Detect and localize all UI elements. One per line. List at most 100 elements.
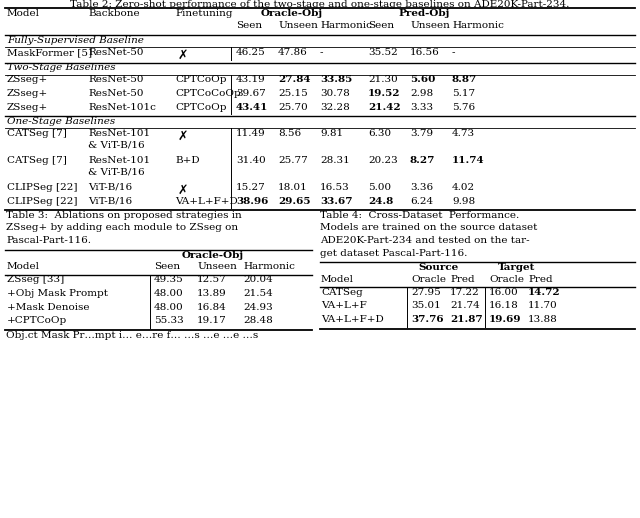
Text: 18.01: 18.01 xyxy=(278,183,308,192)
Text: 25.70: 25.70 xyxy=(278,103,308,111)
Text: 43.19: 43.19 xyxy=(236,76,266,84)
Text: Oracle: Oracle xyxy=(411,275,446,283)
Text: 13.89: 13.89 xyxy=(197,289,227,298)
Text: ResNet-101c: ResNet-101c xyxy=(88,103,156,111)
Text: ResNet-50: ResNet-50 xyxy=(88,76,143,84)
Text: 4.02: 4.02 xyxy=(452,183,475,192)
Text: VA+L+F+D: VA+L+F+D xyxy=(175,196,237,206)
Text: +Mask Denoise: +Mask Denoise xyxy=(7,303,90,311)
Text: 31.40: 31.40 xyxy=(236,156,266,165)
Text: 30.78: 30.78 xyxy=(320,89,349,98)
Text: 25.15: 25.15 xyxy=(278,89,308,98)
Text: 21.42: 21.42 xyxy=(368,103,401,111)
Text: 25.77: 25.77 xyxy=(278,156,308,165)
Text: Models are trained on the source dataset: Models are trained on the source dataset xyxy=(320,223,538,233)
Text: 16.00: 16.00 xyxy=(489,288,519,297)
Text: 5.17: 5.17 xyxy=(452,89,475,98)
Text: 20.04: 20.04 xyxy=(243,276,273,284)
Text: 48.00: 48.00 xyxy=(154,289,184,298)
Text: 11.70: 11.70 xyxy=(528,301,557,310)
Text: Table 4:  Cross-Dataset  Performance.: Table 4: Cross-Dataset Performance. xyxy=(320,211,519,220)
Text: 5.00: 5.00 xyxy=(368,183,391,192)
Text: 28.48: 28.48 xyxy=(243,316,273,325)
Text: 24.8: 24.8 xyxy=(368,196,393,206)
Text: 13.88: 13.88 xyxy=(528,315,557,324)
Text: 16.56: 16.56 xyxy=(410,48,440,57)
Text: 9.98: 9.98 xyxy=(452,196,475,206)
Text: Obj.ct Mask Pr…mpt i… e…re f… …s …e …e …s: Obj.ct Mask Pr…mpt i… e…re f… …s …e …e …… xyxy=(6,330,259,339)
Text: 19.17: 19.17 xyxy=(197,316,227,325)
Text: 21.87: 21.87 xyxy=(450,315,483,324)
Text: ZSseg+: ZSseg+ xyxy=(7,103,48,111)
Text: CATSeg [7]: CATSeg [7] xyxy=(7,156,67,165)
Text: 47.86: 47.86 xyxy=(278,48,308,57)
Text: 8.87: 8.87 xyxy=(452,76,477,84)
Text: ZSseg+: ZSseg+ xyxy=(7,76,48,84)
Text: 14.72: 14.72 xyxy=(528,288,561,297)
Text: 27.84: 27.84 xyxy=(278,76,310,84)
Text: 48.00: 48.00 xyxy=(154,303,184,311)
Text: ResNet-50: ResNet-50 xyxy=(88,89,143,98)
Text: 5.60: 5.60 xyxy=(410,76,435,84)
Text: 17.22: 17.22 xyxy=(450,288,480,297)
Text: 3.33: 3.33 xyxy=(410,103,433,111)
Text: 3.36: 3.36 xyxy=(410,183,433,192)
Text: 19.69: 19.69 xyxy=(489,315,522,324)
Text: ADE20K-Part-234 and tested on the tar-: ADE20K-Part-234 and tested on the tar- xyxy=(320,236,530,245)
Text: 35.52: 35.52 xyxy=(368,48,397,57)
Text: B+D: B+D xyxy=(175,156,200,165)
Text: Source: Source xyxy=(419,263,459,272)
Text: CPTCoCoOp: CPTCoCoOp xyxy=(175,89,241,98)
Text: 4.73: 4.73 xyxy=(452,129,475,138)
Text: Oracle-Obj: Oracle-Obj xyxy=(181,251,244,260)
Text: ViT-B/16: ViT-B/16 xyxy=(88,183,132,192)
Text: Pascal-Part-116.: Pascal-Part-116. xyxy=(6,236,91,245)
Text: Harmonic: Harmonic xyxy=(243,262,295,271)
Text: & ViT-B/16: & ViT-B/16 xyxy=(88,140,145,150)
Text: Table 2: Zero-shot performance of the two-stage and one-stage baselines on ADE20: Table 2: Zero-shot performance of the tw… xyxy=(70,0,570,9)
Text: & ViT-B/16: & ViT-B/16 xyxy=(88,167,145,177)
Text: 6.24: 6.24 xyxy=(410,196,433,206)
Text: 29.65: 29.65 xyxy=(278,196,310,206)
Text: 33.67: 33.67 xyxy=(320,196,353,206)
Text: Model: Model xyxy=(7,9,40,18)
Text: 6.30: 6.30 xyxy=(368,129,391,138)
Text: ResNet-101: ResNet-101 xyxy=(88,156,150,165)
Text: VA+L+F: VA+L+F xyxy=(321,301,367,310)
Text: 32.28: 32.28 xyxy=(320,103,349,111)
Text: 24.93: 24.93 xyxy=(243,303,273,311)
Text: 37.76: 37.76 xyxy=(411,315,444,324)
Text: 11.49: 11.49 xyxy=(236,129,266,138)
Text: 5.76: 5.76 xyxy=(452,103,475,111)
Text: ZSseg+ by adding each module to ZSseg on: ZSseg+ by adding each module to ZSseg on xyxy=(6,223,238,233)
Text: CLIPSeg [22]: CLIPSeg [22] xyxy=(7,196,77,206)
Text: ResNet-50: ResNet-50 xyxy=(88,48,143,57)
Text: 28.31: 28.31 xyxy=(320,156,349,165)
Text: Model: Model xyxy=(7,262,40,271)
Text: 21.74: 21.74 xyxy=(450,301,480,310)
Text: get dataset Pascal-Part-116.: get dataset Pascal-Part-116. xyxy=(320,249,467,257)
Text: 15.27: 15.27 xyxy=(236,183,266,192)
Text: 2.98: 2.98 xyxy=(410,89,433,98)
Text: Oracle-Obj: Oracle-Obj xyxy=(261,9,323,18)
Text: 16.18: 16.18 xyxy=(489,301,519,310)
Text: 3.79: 3.79 xyxy=(410,129,433,138)
Text: Seen: Seen xyxy=(154,262,180,271)
Text: ZSseg+: ZSseg+ xyxy=(7,89,48,98)
Text: 9.81: 9.81 xyxy=(320,129,343,138)
Text: 35.01: 35.01 xyxy=(411,301,441,310)
Text: 55.33: 55.33 xyxy=(154,316,184,325)
Text: Two-Stage Baselines: Two-Stage Baselines xyxy=(7,64,116,73)
Text: 16.84: 16.84 xyxy=(197,303,227,311)
Text: 8.56: 8.56 xyxy=(278,129,301,138)
Text: Model: Model xyxy=(321,275,354,283)
Text: -: - xyxy=(320,48,323,57)
Text: Seen: Seen xyxy=(368,21,394,30)
Text: 16.53: 16.53 xyxy=(320,183,349,192)
Text: -: - xyxy=(452,48,456,57)
Text: 12.57: 12.57 xyxy=(197,276,227,284)
Text: 38.96: 38.96 xyxy=(236,196,268,206)
Text: Oracle: Oracle xyxy=(489,275,524,283)
Text: Unseen: Unseen xyxy=(410,21,450,30)
Text: 39.67: 39.67 xyxy=(236,89,266,98)
